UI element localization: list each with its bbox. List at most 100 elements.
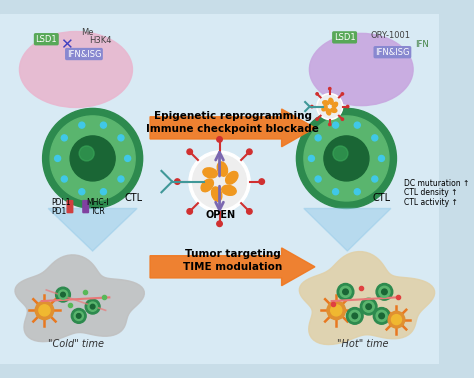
Ellipse shape: [331, 108, 337, 112]
Ellipse shape: [327, 109, 331, 115]
Text: TIME modulation: TIME modulation: [183, 262, 282, 271]
Circle shape: [187, 149, 192, 155]
Text: OPEN: OPEN: [206, 210, 236, 220]
Ellipse shape: [222, 185, 236, 195]
Circle shape: [327, 301, 346, 320]
Ellipse shape: [203, 168, 218, 178]
Ellipse shape: [226, 172, 238, 184]
Circle shape: [324, 136, 369, 181]
Ellipse shape: [322, 105, 327, 111]
Circle shape: [363, 301, 374, 312]
Circle shape: [372, 135, 378, 141]
Circle shape: [70, 136, 115, 181]
Circle shape: [189, 151, 250, 212]
Circle shape: [61, 176, 67, 182]
Text: Immune checkpoint blockade: Immune checkpoint blockade: [146, 124, 319, 133]
Circle shape: [319, 95, 341, 118]
Polygon shape: [299, 252, 435, 345]
Circle shape: [328, 123, 331, 125]
Ellipse shape: [329, 98, 333, 104]
Circle shape: [217, 221, 222, 226]
Circle shape: [192, 155, 246, 209]
Circle shape: [100, 189, 107, 195]
Circle shape: [91, 304, 95, 309]
Ellipse shape: [201, 179, 213, 192]
Circle shape: [61, 135, 67, 141]
Polygon shape: [15, 255, 145, 342]
FancyBboxPatch shape: [83, 201, 89, 212]
Circle shape: [304, 116, 389, 201]
Text: CTL: CTL: [124, 193, 142, 203]
Circle shape: [125, 155, 131, 161]
Ellipse shape: [310, 33, 413, 105]
Circle shape: [79, 189, 85, 195]
Circle shape: [343, 289, 348, 294]
Circle shape: [331, 305, 342, 316]
Circle shape: [349, 310, 360, 321]
Text: CTL: CTL: [373, 193, 391, 203]
Text: DC muturation ↑: DC muturation ↑: [404, 179, 469, 188]
Circle shape: [174, 179, 180, 184]
Circle shape: [85, 299, 100, 314]
Circle shape: [55, 155, 61, 161]
FancyBboxPatch shape: [67, 201, 73, 212]
Text: "Hot" time: "Hot" time: [337, 339, 389, 349]
Circle shape: [79, 146, 94, 161]
Circle shape: [310, 105, 313, 108]
Circle shape: [74, 311, 83, 321]
Polygon shape: [150, 109, 315, 147]
Ellipse shape: [323, 101, 329, 105]
Circle shape: [55, 287, 71, 302]
Text: Epigenetic reprogramming: Epigenetic reprogramming: [154, 111, 311, 121]
Circle shape: [388, 311, 405, 328]
Circle shape: [341, 118, 344, 120]
Circle shape: [346, 308, 363, 324]
Circle shape: [79, 122, 85, 128]
Circle shape: [340, 286, 351, 297]
Circle shape: [50, 116, 135, 201]
Text: MHC-I: MHC-I: [86, 198, 109, 207]
Text: Tumor targeting: Tumor targeting: [185, 249, 281, 259]
Circle shape: [354, 189, 360, 195]
Circle shape: [317, 94, 343, 119]
Circle shape: [316, 118, 318, 120]
Text: LSD1: LSD1: [36, 35, 57, 44]
Text: IFN: IFN: [415, 40, 429, 49]
Text: TCR: TCR: [91, 207, 106, 216]
Circle shape: [316, 93, 318, 95]
Circle shape: [246, 209, 252, 214]
Ellipse shape: [211, 187, 222, 201]
Circle shape: [76, 314, 81, 318]
Text: CTL activity ↑: CTL activity ↑: [404, 198, 458, 207]
Circle shape: [315, 176, 321, 182]
Circle shape: [382, 289, 387, 294]
Text: IFN&ISG: IFN&ISG: [375, 48, 410, 57]
Circle shape: [366, 304, 372, 310]
Text: PD1: PD1: [51, 207, 66, 216]
Circle shape: [379, 313, 384, 319]
Circle shape: [39, 305, 50, 316]
Circle shape: [392, 314, 401, 325]
Text: IFN&ISG: IFN&ISG: [67, 50, 101, 59]
Circle shape: [58, 290, 68, 299]
Circle shape: [378, 155, 384, 161]
Circle shape: [360, 298, 377, 315]
Circle shape: [309, 155, 314, 161]
Circle shape: [333, 146, 348, 161]
Circle shape: [346, 105, 349, 108]
Circle shape: [61, 292, 65, 297]
Circle shape: [374, 308, 390, 324]
Circle shape: [376, 284, 393, 300]
Text: CTL density ↑: CTL density ↑: [404, 189, 457, 197]
Circle shape: [118, 135, 124, 141]
Circle shape: [296, 108, 396, 208]
Ellipse shape: [217, 162, 228, 176]
Circle shape: [246, 149, 252, 155]
Circle shape: [328, 87, 331, 90]
Circle shape: [71, 308, 86, 323]
Circle shape: [35, 301, 54, 320]
Circle shape: [315, 135, 321, 141]
Circle shape: [100, 122, 107, 128]
Circle shape: [217, 137, 222, 142]
Circle shape: [379, 286, 390, 297]
